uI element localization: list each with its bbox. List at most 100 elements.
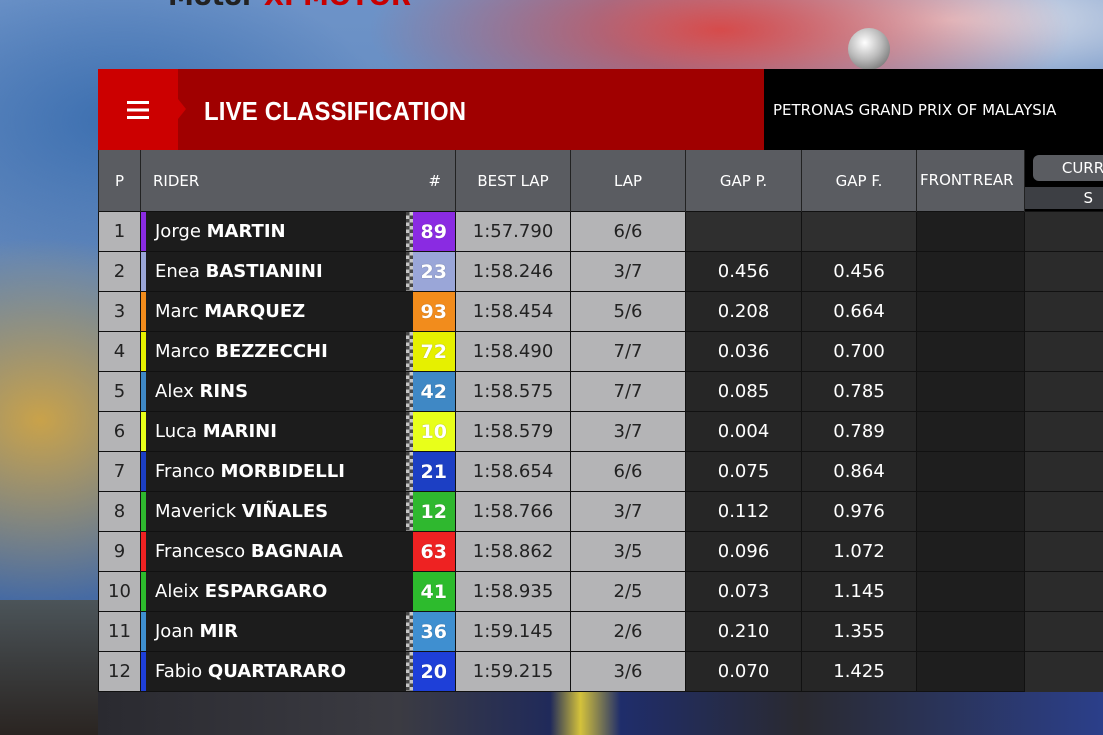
gap-p-cell: 0.004 <box>685 411 803 452</box>
rider-last-name: BEZZECCHI <box>215 341 328 362</box>
gap-p-cell: 0.210 <box>685 611 803 652</box>
current-cell <box>1024 251 1103 292</box>
team-color-stripe <box>141 492 146 531</box>
current-cell <box>1024 451 1103 492</box>
classification-table: P RIDER # BEST LAP LAP GAP P. GAP F. FRO… <box>98 150 1103 692</box>
table-row[interactable]: 11 Joan MIR 36 1:59.145 2/6 0.210 1.355 <box>98 611 1103 652</box>
checkered-flag-icon <box>405 372 413 411</box>
table-row[interactable]: 6 Luca MARINI 10 1:58.579 3/7 0.004 0.78… <box>98 411 1103 452</box>
tyre-cell <box>916 211 1026 252</box>
gap-f-cell <box>801 211 918 252</box>
table-header-row: P RIDER # BEST LAP LAP GAP P. GAP F. FRO… <box>98 150 1103 212</box>
position-cell: 7 <box>98 451 141 492</box>
gap-f-cell: 1.355 <box>801 611 918 652</box>
gap-f-cell: 0.785 <box>801 371 918 412</box>
checkered-flag-icon <box>405 212 413 251</box>
table-row[interactable]: 1 Jorge MARTIN 89 1:57.790 6/6 <box>98 211 1103 252</box>
checkered-flag-icon <box>405 332 413 371</box>
rider-name: Jorge MARTIN <box>155 212 286 251</box>
rider-cell: Fabio QUARTARARO <box>140 651 413 692</box>
tyre-cell <box>916 451 1026 492</box>
table-row[interactable]: 5 Alex RINS 42 1:58.575 7/7 0.085 0.785 <box>98 371 1103 412</box>
position-cell: 12 <box>98 651 141 692</box>
current-cell <box>1024 571 1103 612</box>
rider-last-name: VIÑALES <box>241 501 329 522</box>
position-cell: 1 <box>98 211 141 252</box>
lap-cell: 5/6 <box>570 291 687 332</box>
team-color-stripe <box>141 212 146 251</box>
table-row[interactable]: 12 Fabio QUARTARARO 20 1:59.215 3/6 0.07… <box>98 651 1103 692</box>
col-current-header: CURR S <box>1024 150 1103 212</box>
team-color-stripe <box>141 572 146 611</box>
col-gap-f-header: GAP F. <box>801 150 918 212</box>
checkered-flag-icon <box>405 612 413 651</box>
gap-p-cell: 0.075 <box>685 451 803 492</box>
rider-name: Marco BEZZECCHI <box>155 332 328 371</box>
col-gap-p-header: GAP P. <box>685 150 803 212</box>
position-cell: 5 <box>98 371 141 412</box>
rider-first-name: Joan <box>155 621 194 642</box>
rider-first-name: Marc <box>155 301 199 322</box>
lap-cell: 2/5 <box>570 571 687 612</box>
current-tab-button[interactable]: CURR <box>1033 155 1103 181</box>
lap-cell: 6/6 <box>570 211 687 252</box>
menu-arrow <box>178 99 186 119</box>
checkered-flag-icon <box>405 452 413 491</box>
table-row[interactable]: 2 Enea BASTIANINI 23 1:58.246 3/7 0.456 … <box>98 251 1103 292</box>
tyre-cell <box>916 571 1026 612</box>
best-lap-cell: 1:59.215 <box>455 651 572 692</box>
menu-button[interactable] <box>98 69 178 150</box>
rider-first-name: Franco <box>155 461 215 482</box>
rider-last-name: MORBIDELLI <box>220 461 345 482</box>
live-classification-panel: LIVE CLASSIFICATION PETRONAS GRAND PRIX … <box>98 69 1103 692</box>
team-color-stripe <box>141 412 146 451</box>
table-row[interactable]: 7 Franco MORBIDELLI 21 1:58.654 6/6 0.07… <box>98 451 1103 492</box>
rider-number-badge: 89 <box>412 211 457 252</box>
front-tyre-label: FRONT <box>920 171 972 189</box>
col-lap-header: LAP <box>570 150 687 212</box>
rear-tyre-label: REAR <box>973 171 1014 189</box>
table-row[interactable]: 4 Marco BEZZECCHI 72 1:58.490 7/7 0.036 … <box>98 331 1103 372</box>
rider-number-badge: 20 <box>412 651 457 692</box>
best-lap-cell: 1:58.579 <box>455 411 572 452</box>
panel-header: LIVE CLASSIFICATION PETRONAS GRAND PRIX … <box>98 69 1103 150</box>
gap-f-cell: 0.664 <box>801 291 918 332</box>
lap-cell: 3/7 <box>570 491 687 532</box>
gap-p-cell <box>685 211 803 252</box>
rider-first-name: Enea <box>155 261 200 282</box>
tyre-cell <box>916 291 1026 332</box>
gap-f-cell: 1.145 <box>801 571 918 612</box>
position-cell: 2 <box>98 251 141 292</box>
rider-last-name: RINS <box>199 381 249 402</box>
rider-first-name: Francesco <box>155 541 246 562</box>
rider-first-name: Marco <box>155 341 210 362</box>
gap-p-cell: 0.085 <box>685 371 803 412</box>
rider-cell: Alex RINS <box>140 371 413 412</box>
col-pos-header: P <box>98 150 141 212</box>
rider-number-badge: 12 <box>412 491 457 532</box>
col-tyre-header: FRONT REAR <box>916 150 1026 212</box>
rider-last-name: MIR <box>199 621 238 642</box>
rider-number-badge: 93 <box>412 291 457 332</box>
team-color-stripe <box>141 452 146 491</box>
gap-f-cell: 1.425 <box>801 651 918 692</box>
rider-first-name: Alex <box>155 381 194 402</box>
hamburger-menu-icon <box>127 100 149 119</box>
rider-last-name: MARQUEZ <box>204 301 306 322</box>
rider-number-badge: 10 <box>412 411 457 452</box>
table-row[interactable]: 8 Maverick VIÑALES 12 1:58.766 3/7 0.112… <box>98 491 1103 532</box>
lap-cell: 3/7 <box>570 411 687 452</box>
team-color-stripe <box>141 372 146 411</box>
best-lap-cell: 1:58.935 <box>455 571 572 612</box>
table-row[interactable]: 10 Aleix ESPARGARO 41 1:58.935 2/5 0.073… <box>98 571 1103 612</box>
rider-name: Enea BASTIANINI <box>155 252 323 291</box>
table-row[interactable]: 9 Francesco BAGNAIA 63 1:58.862 3/5 0.09… <box>98 531 1103 572</box>
rider-first-name: Maverick <box>155 501 237 522</box>
team-color-stripe <box>141 252 146 291</box>
team-color-stripe <box>141 652 146 691</box>
col-rider-header: RIDER # <box>139 150 457 212</box>
rider-number-badge: 21 <box>412 451 457 492</box>
gap-p-cell: 0.112 <box>685 491 803 532</box>
table-row[interactable]: 3 Marc MARQUEZ 93 1:58.454 5/6 0.208 0.6… <box>98 291 1103 332</box>
number-header-label: # <box>428 171 442 190</box>
